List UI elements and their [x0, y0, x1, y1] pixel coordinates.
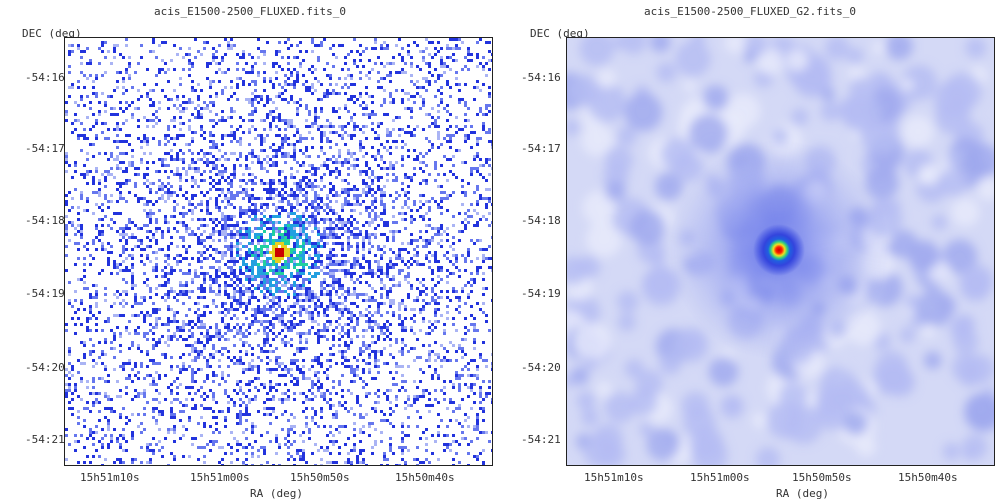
- image-plot-area[interactable]: [64, 37, 493, 466]
- y-tick-label: -54:17: [25, 142, 65, 155]
- y-tick-label: -54:18: [25, 214, 65, 227]
- left-image-panel: acis_E1500-2500_FLUXED.fits_0 DEC (deg) …: [22, 5, 493, 500]
- x-tick-label: 15h50m50s: [290, 471, 350, 484]
- y-tick-label: -54:20: [25, 361, 65, 374]
- y-tick-label: -54:17: [521, 142, 561, 155]
- y-tick-label: -54:19: [521, 287, 561, 300]
- y-tick-label: -54:16: [25, 71, 65, 84]
- y-axis-label: DEC (deg): [22, 27, 82, 40]
- x-tick-label: 15h51m00s: [690, 471, 750, 484]
- y-axis-label: DEC (deg): [530, 27, 590, 40]
- y-tick-label: -54:19: [25, 287, 65, 300]
- y-tick-label: -54:16: [521, 71, 561, 84]
- panel-title: acis_E1500-2500_FLUXED_G2.fits_0: [644, 5, 856, 18]
- sky-image: [65, 38, 492, 465]
- y-tick-label: -54:18: [521, 214, 561, 227]
- panel-title: acis_E1500-2500_FLUXED.fits_0: [153, 5, 347, 18]
- y-tick-label: -54:21: [25, 433, 65, 446]
- sky-image: [567, 38, 994, 465]
- x-tick-label: 15h50m40s: [395, 471, 455, 484]
- y-tick-label: -54:21: [521, 433, 561, 446]
- image-plot-area[interactable]: [566, 37, 995, 466]
- right-image-panel: acis_E1500-2500_FLUXED_G2.fits_0 DEC (de…: [500, 0, 1000, 504]
- x-tick-label: 15h51m10s: [584, 471, 644, 484]
- x-axis-label: RA (deg): [776, 487, 829, 500]
- y-tick-label: -54:20: [521, 361, 561, 374]
- x-tick-label: 15h50m50s: [792, 471, 852, 484]
- x-tick-label: 15h50m40s: [898, 471, 958, 484]
- x-tick-label: 15h51m10s: [80, 471, 140, 484]
- x-tick-label: 15h51m00s: [190, 471, 250, 484]
- x-axis-label: RA (deg): [250, 487, 303, 500]
